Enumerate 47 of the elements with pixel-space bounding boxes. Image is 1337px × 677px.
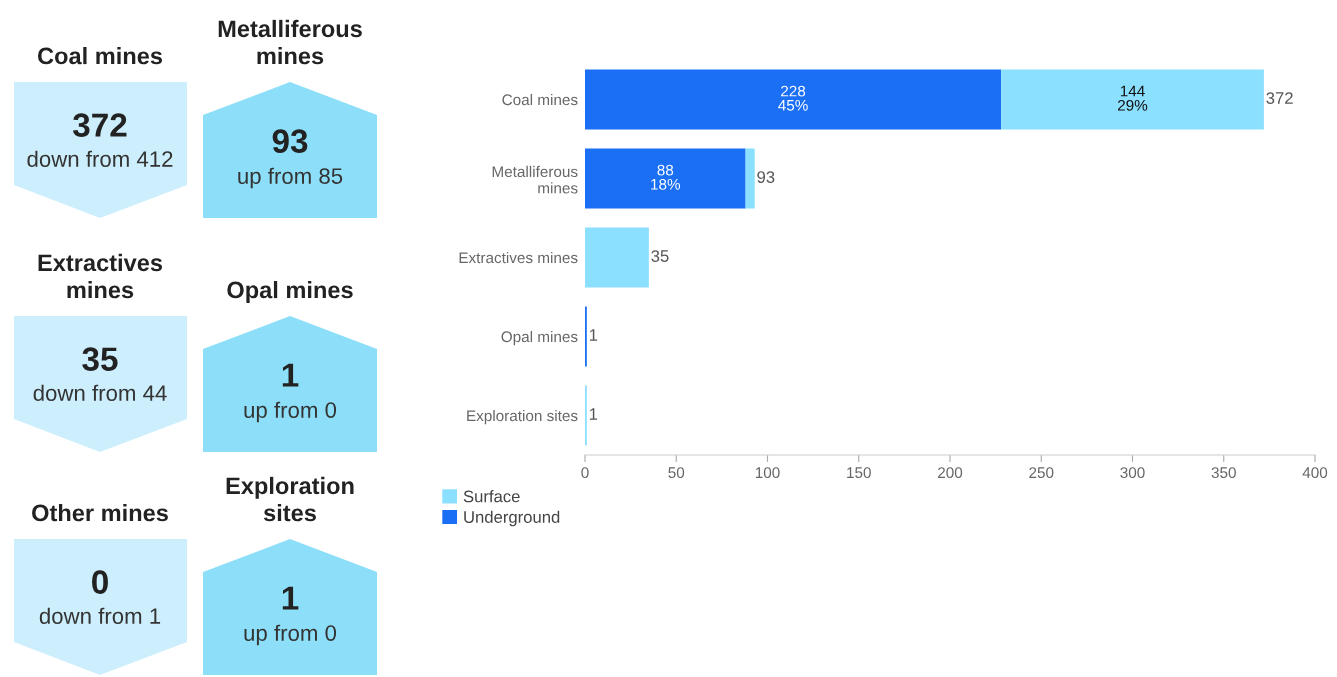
- bar: [745, 148, 755, 209]
- total-label: 1: [589, 408, 598, 420]
- x-tick-label: 0: [581, 467, 589, 479]
- bar: [585, 148, 746, 209]
- x-tick-label: 350: [1211, 467, 1236, 479]
- text: down from 412: [27, 150, 173, 167]
- text: down from 44: [33, 384, 167, 401]
- total-label: 372: [1266, 92, 1293, 104]
- text: up from 0: [244, 401, 337, 423]
- x-tick-label: 400: [1302, 467, 1328, 479]
- text: 93: [272, 129, 308, 153]
- y-tick-label: Extractives mines: [459, 251, 578, 264]
- text: Exploration sites: [226, 476, 354, 522]
- legend-label: Surface: [463, 490, 520, 503]
- text: Extractives mines: [38, 253, 163, 299]
- text: 0: [92, 570, 108, 594]
- x-tick-label: 100: [755, 467, 780, 479]
- x-tick-label: 200: [938, 467, 963, 479]
- x-tick-label: 150: [847, 467, 871, 479]
- text: 372: [72, 113, 127, 137]
- text: Coal mines: [37, 46, 163, 65]
- bar: [585, 227, 649, 288]
- x-tick-label: 300: [1120, 467, 1145, 479]
- text: 35: [82, 347, 118, 371]
- text: up from 0: [244, 624, 337, 646]
- data-label: 144 29%: [1117, 85, 1148, 111]
- total-label: 93: [757, 171, 775, 183]
- x-tick-label: 250: [1029, 467, 1054, 479]
- bar: [1001, 69, 1264, 130]
- total-label: 35: [651, 250, 669, 262]
- text: down from 1: [39, 607, 161, 624]
- text: 1: [282, 363, 299, 387]
- text: 1: [282, 586, 299, 610]
- text: Other mines: [32, 503, 168, 522]
- legend-label: Underground: [464, 510, 560, 527]
- text: up from 85: [238, 167, 343, 189]
- y-tick-label: Metalliferous mines: [492, 165, 578, 194]
- bar: [585, 69, 1002, 130]
- y-tick-label: Exploration sites: [467, 409, 578, 425]
- text: Metalliferous mines: [218, 19, 362, 65]
- data-label: 88 18%: [651, 164, 681, 190]
- text: Opal mines: [227, 280, 353, 303]
- x-tick-label: 50: [668, 467, 685, 479]
- total-label: 1: [589, 329, 598, 341]
- data-label: 228 45%: [778, 85, 808, 111]
- y-tick-label: Opal mines: [501, 330, 578, 346]
- y-tick-label: Coal mines: [502, 93, 578, 106]
